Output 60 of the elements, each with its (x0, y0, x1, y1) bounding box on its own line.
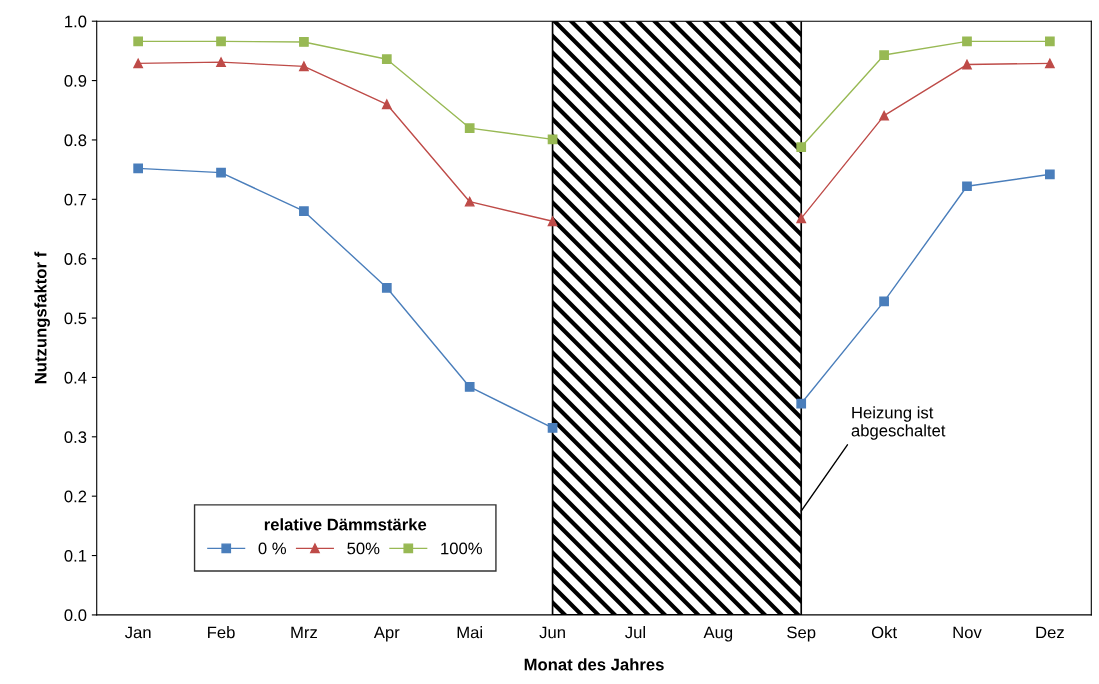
y-tick-label: 0.5 (64, 312, 87, 325)
point (133, 36, 144, 47)
x-tick-label: Jul (625, 626, 645, 639)
point (879, 296, 889, 307)
x-tick-label: Aug (703, 626, 733, 642)
point (381, 54, 392, 65)
point (216, 167, 226, 178)
y-tick-label: 0.8 (64, 134, 87, 147)
point (464, 382, 475, 392)
x-tick-label: Dez (1036, 626, 1064, 639)
annotation: Heizung ist abgeschaltet (851, 406, 946, 440)
y-tick-label: 1.0 (65, 15, 87, 28)
y-tick-label: 0.6 (64, 253, 87, 265)
x-tick-label: Sep (787, 626, 816, 642)
point (1045, 36, 1055, 47)
point (547, 216, 558, 227)
point (796, 213, 807, 224)
point (1045, 58, 1055, 69)
point (133, 163, 144, 174)
y-tick-label: 0.2 (64, 490, 87, 503)
x-tick-label: Mai (457, 626, 482, 639)
point (464, 196, 475, 207)
point (547, 423, 558, 433)
point (299, 37, 309, 47)
y-tick-label: 0.4 (64, 371, 87, 384)
x-tick-label: Feb (208, 626, 235, 639)
point (796, 398, 807, 409)
y-tick-label: 0.7 (64, 193, 87, 206)
legend-label: 50% (347, 542, 380, 555)
legend-label: 100% (441, 542, 482, 555)
point (879, 110, 889, 121)
point (381, 99, 392, 110)
y-tick-label: 0.3 (64, 431, 87, 444)
x-axis-title: Monat des Jahres (524, 658, 664, 671)
legend-title: relative Dämmstärke (264, 518, 427, 531)
point (464, 123, 475, 133)
y-tick-label: 0.1 (64, 549, 87, 562)
point (1045, 169, 1055, 180)
x-tick-label: Okt (871, 626, 897, 639)
point (962, 59, 972, 70)
x-tick-label: Jan (124, 626, 151, 639)
x-tick-label: Mrz (291, 626, 317, 639)
x-tick-label: Jun (539, 626, 565, 639)
y-tick-label: 0.9 (64, 74, 87, 87)
point (796, 142, 807, 152)
point (299, 61, 309, 72)
point (962, 36, 972, 47)
x-tick-label: Apr (373, 626, 400, 642)
y-tick-label: 0.0 (64, 609, 87, 622)
x-tick-label: Nov (953, 626, 982, 639)
point (216, 36, 226, 47)
y-axis-title: Nutzungsfaktor f (34, 251, 50, 384)
point (962, 181, 972, 192)
point (547, 134, 558, 145)
point (381, 282, 392, 293)
point (133, 58, 144, 69)
legend-label: 0 % (258, 542, 287, 555)
point (299, 206, 309, 217)
point (879, 50, 889, 60)
point (216, 57, 226, 68)
